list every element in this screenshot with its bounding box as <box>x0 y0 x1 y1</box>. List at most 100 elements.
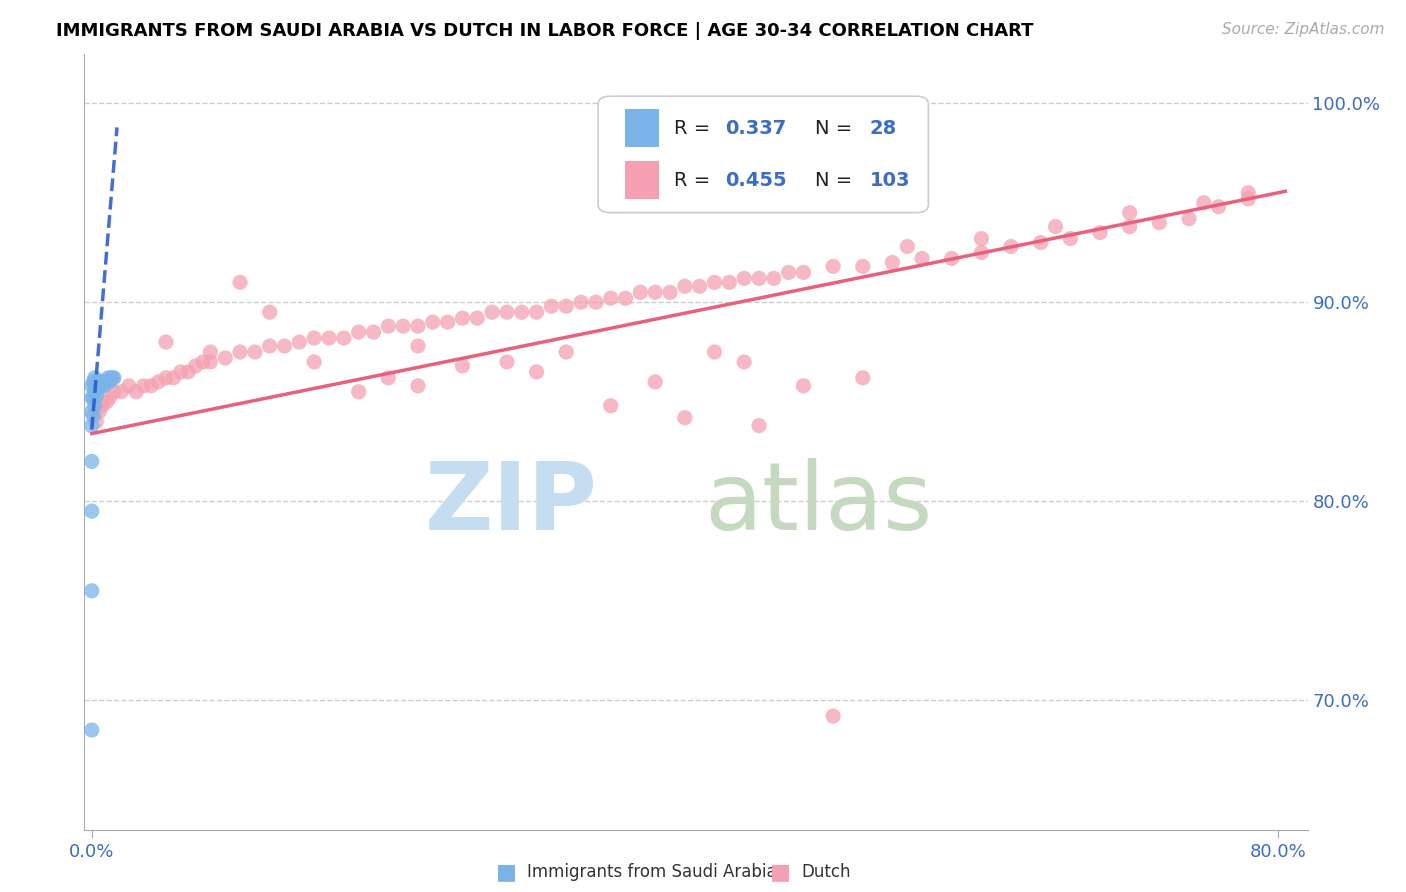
Point <box>1000 239 1022 253</box>
Point <box>273 339 295 353</box>
Point <box>1118 205 1140 219</box>
Point <box>82 375 104 389</box>
Point <box>823 709 845 723</box>
Point <box>83 371 105 385</box>
Point <box>363 325 385 339</box>
Point <box>97 371 120 385</box>
Point <box>288 334 311 349</box>
Text: 0.455: 0.455 <box>725 170 787 189</box>
Point <box>118 379 141 393</box>
Point <box>80 504 103 518</box>
Point <box>302 355 325 369</box>
Point <box>970 231 993 245</box>
Point <box>80 723 103 737</box>
Point <box>94 375 117 389</box>
Point <box>465 311 488 326</box>
FancyBboxPatch shape <box>598 96 928 212</box>
Point <box>200 355 222 369</box>
Point <box>148 375 170 389</box>
Point <box>103 371 125 385</box>
Text: R =: R = <box>673 120 717 138</box>
Point <box>80 454 103 468</box>
Point <box>748 418 770 433</box>
Point <box>496 355 519 369</box>
Point <box>132 379 155 393</box>
Point <box>170 365 193 379</box>
Text: ■: ■ <box>770 863 790 882</box>
Point <box>882 255 904 269</box>
Point <box>1088 226 1111 240</box>
Point <box>555 299 578 313</box>
Point <box>110 384 132 399</box>
Point <box>526 305 548 319</box>
Point <box>89 379 111 393</box>
Point <box>84 415 107 429</box>
Point <box>941 252 963 266</box>
Text: 103: 103 <box>870 170 910 189</box>
Point <box>555 345 578 359</box>
Text: ■: ■ <box>496 863 516 882</box>
Text: atlas: atlas <box>704 458 932 549</box>
Point <box>644 375 666 389</box>
Point <box>852 371 875 385</box>
Point <box>93 379 115 393</box>
Point <box>333 331 356 345</box>
Point <box>82 409 104 423</box>
Point <box>1149 216 1171 230</box>
Point <box>96 394 118 409</box>
Bar <box>626 110 659 146</box>
Text: Source: ZipAtlas.com: Source: ZipAtlas.com <box>1222 22 1385 37</box>
Point <box>406 339 429 353</box>
Point <box>911 252 934 266</box>
Point <box>569 295 592 310</box>
Point <box>302 331 325 345</box>
Point <box>80 379 103 393</box>
Text: N =: N = <box>814 120 858 138</box>
Point <box>406 379 429 393</box>
Point <box>673 410 696 425</box>
Point <box>100 371 122 385</box>
Point <box>1237 192 1260 206</box>
Point <box>101 371 124 385</box>
Text: Immigrants from Saudi Arabia: Immigrants from Saudi Arabia <box>527 863 778 881</box>
Point <box>762 271 785 285</box>
Point <box>733 355 755 369</box>
Point <box>191 355 214 369</box>
Point <box>155 371 177 385</box>
Point <box>673 279 696 293</box>
Text: 0.337: 0.337 <box>725 120 786 138</box>
Point <box>377 371 399 385</box>
Point <box>89 405 111 419</box>
Point <box>823 260 845 274</box>
Point <box>733 271 755 285</box>
Point <box>162 371 184 385</box>
Point <box>436 315 458 329</box>
Text: N =: N = <box>814 170 858 189</box>
Point <box>599 291 621 305</box>
Point <box>792 379 814 393</box>
Point <box>98 391 121 405</box>
Point <box>139 379 162 393</box>
Point <box>200 345 222 359</box>
Point <box>83 383 105 397</box>
Point <box>1045 219 1067 234</box>
Point <box>155 334 177 349</box>
Point <box>510 305 533 319</box>
Point <box>229 276 252 290</box>
Point <box>80 418 103 433</box>
Point <box>599 399 621 413</box>
Point <box>82 391 104 405</box>
Point <box>540 299 562 313</box>
Point <box>718 276 741 290</box>
Point <box>406 319 429 334</box>
Point <box>259 305 281 319</box>
Point <box>177 365 200 379</box>
Point <box>1178 211 1201 226</box>
Point <box>644 285 666 300</box>
Point <box>526 365 548 379</box>
Point <box>86 383 108 397</box>
Point <box>80 583 103 598</box>
Text: IMMIGRANTS FROM SAUDI ARABIA VS DUTCH IN LABOR FORCE | AGE 30-34 CORRELATION CHA: IMMIGRANTS FROM SAUDI ARABIA VS DUTCH IN… <box>56 22 1033 40</box>
Point <box>80 405 103 419</box>
Point <box>628 285 651 300</box>
